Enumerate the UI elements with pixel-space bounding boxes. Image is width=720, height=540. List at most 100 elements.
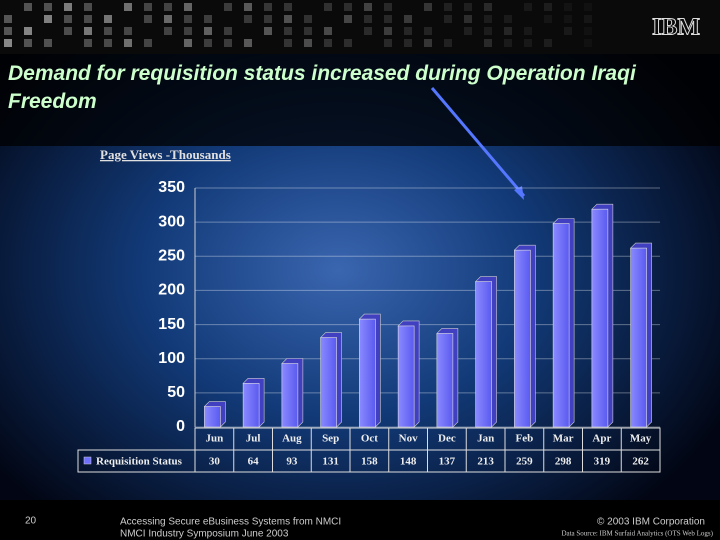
pattern-square [444,3,452,11]
pattern-square [124,3,132,11]
footer-line: Accessing Secure eBusiness Systems from … [120,517,341,528]
x-tick-label: Jul [246,433,261,445]
table-value: 298 [555,456,572,468]
x-tick-label: Aug [282,433,302,445]
table-value: 213 [477,456,494,468]
pattern-square [224,27,232,35]
pattern-square [84,27,92,35]
pattern-square [184,3,192,11]
arrow-head [514,186,524,200]
x-tick-label: May [630,433,652,445]
pattern-square [284,3,292,11]
pattern-square [244,39,252,47]
x-tick-label: Feb [516,433,534,445]
pattern-square [384,39,392,47]
pattern-square [344,39,352,47]
pattern-square [164,3,172,11]
pattern-square [164,15,172,23]
pattern-square [224,39,232,47]
chart-title: Page Views -Thousands [100,147,231,162]
pattern-square [244,3,252,11]
pattern-square [384,3,392,11]
pattern-square [24,39,32,47]
pattern-square [384,27,392,35]
table-value: 30 [209,456,221,468]
pattern-square [44,15,52,23]
bar [514,249,531,428]
pattern-square [144,15,152,23]
pattern-square [584,39,592,47]
pattern-square [524,39,532,47]
pattern-square [424,39,432,47]
pattern-square [24,3,32,11]
pattern-square [424,3,432,11]
pattern-square [524,3,532,11]
pattern-square [484,15,492,23]
pattern-square [324,27,332,35]
pattern-square [304,39,312,47]
x-tick-label: Jan [477,433,494,445]
table-value: 158 [361,456,378,468]
pattern-square [4,39,12,47]
pattern-square [564,3,572,11]
logo: IBM [652,15,700,41]
pattern-square [364,27,372,35]
y-tick-label: 100 [158,350,185,367]
bar [320,337,337,428]
bar [630,247,647,428]
table-value: 93 [286,456,298,468]
data-source: Data Source: IBM Surfaid Analytics (OTS … [561,530,713,538]
y-tick-label: 200 [158,282,185,299]
pattern-square [264,3,272,11]
pattern-square [224,3,232,11]
bar [436,333,454,428]
pattern-square [544,39,552,47]
pattern-square [244,15,252,23]
pattern-square [464,15,472,23]
pattern-square [404,27,412,35]
pattern-square [364,15,372,23]
pattern-square [324,39,332,47]
pattern-square [464,27,472,35]
pattern-square [584,3,592,11]
slide-title: Demand for requisition status increased … [8,62,636,113]
pattern-square [4,15,12,23]
y-tick-label: 150 [158,316,185,333]
pattern-square [464,3,472,11]
pattern-square [304,15,312,23]
pattern-square [444,39,452,47]
pattern-square [564,15,572,23]
pattern-square [444,15,452,23]
slide-number: 20 [25,516,37,527]
pattern-square [184,27,192,35]
pattern-square [104,27,112,35]
footer-band [0,500,720,540]
annotation-arrow [430,87,526,197]
y-tick-label: 0 [176,418,185,435]
x-tick-label: Mar [553,433,574,445]
bar [475,281,492,428]
bar [204,406,221,428]
pattern-square [344,15,352,23]
pattern-square [124,27,132,35]
pattern-square [164,27,172,35]
pattern-square [64,15,72,23]
pattern-square [84,39,92,47]
pattern-square [404,39,412,47]
pattern-square [184,15,192,23]
pattern-square [204,27,212,35]
title-band [0,54,720,146]
x-tick-label: Dec [438,433,456,445]
x-tick-label: Nov [399,433,418,445]
pattern-square [184,39,192,47]
header-pattern [4,3,592,47]
pattern-square [24,27,32,35]
bar [242,382,260,428]
pattern-square [584,27,592,35]
pattern-square [484,3,492,11]
pattern-square [84,15,92,23]
pattern-square [284,27,292,35]
y-tick-label: 250 [158,248,185,265]
bar [552,223,570,428]
bar [591,208,609,428]
